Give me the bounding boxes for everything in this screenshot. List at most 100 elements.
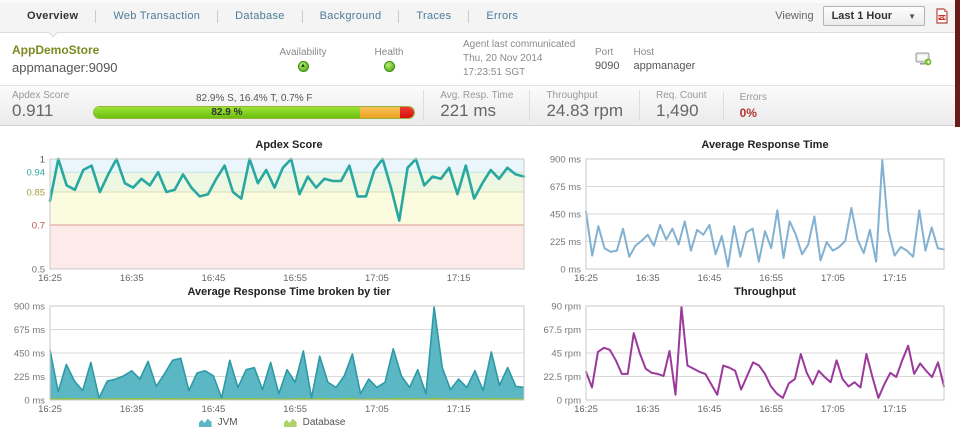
- svg-text:67.5 rpm: 67.5 rpm: [544, 325, 582, 336]
- port-label: Port: [595, 46, 614, 58]
- svg-text:16:55: 16:55: [283, 273, 307, 283]
- app-identity: AppDemoStore appmanager:9090: [12, 43, 267, 75]
- legend-item-jvm[interactable]: JVM: [198, 417, 238, 428]
- health-label: Health: [374, 46, 404, 58]
- pdf-export-icon[interactable]: PDF: [934, 8, 950, 24]
- throughput-label: Throughput: [546, 90, 598, 101]
- response-time-by-tier-chart: Average Response Time broken by tier 900…: [0, 283, 540, 428]
- svg-text:16:45: 16:45: [202, 273, 226, 283]
- svg-text:225 ms: 225 ms: [550, 237, 581, 248]
- health-status-icon: [383, 60, 395, 72]
- agent-date: Thu, 20 Nov 2014: [463, 53, 543, 64]
- throughput-value: 24.83 rpm: [546, 101, 623, 120]
- svg-text:450 ms: 450 ms: [550, 210, 581, 221]
- errors-value: 0%: [739, 105, 757, 120]
- svg-text:17:15: 17:15: [883, 273, 907, 283]
- svg-text:16:35: 16:35: [120, 273, 144, 283]
- apdex-score-chart: Apdex Score 1 0.94 0.85 0.7 0.5 16:25 16:35 16:…: [0, 136, 540, 283]
- time-range-select[interactable]: Last 1 Hour ▼: [822, 6, 925, 26]
- tab-list: Overview Web Transaction Database Backgr…: [10, 0, 535, 38]
- jvm-area-swatch-icon: [198, 418, 212, 427]
- svg-text:16:55: 16:55: [759, 273, 783, 283]
- response-time-by-tier-chart-title: Average Response Time broken by tier: [187, 286, 391, 298]
- apdex-distribution: 82.9% S, 16.4% T, 0.7% F 82.9 %: [93, 92, 416, 119]
- svg-text:17:05: 17:05: [365, 273, 389, 283]
- tab-divider: [468, 9, 470, 23]
- req-count-metric: Req. Count 1,490: [639, 90, 723, 121]
- host-info: Host appmanager: [633, 47, 695, 72]
- svg-text:45 rpm: 45 rpm: [551, 349, 581, 360]
- throughput-chart: Throughput 90 rpm 67.5 rpm 45 rpm 22.5 rpm 0…: [540, 283, 956, 428]
- database-area-swatch-icon: [283, 418, 297, 427]
- apdex-bar-segment-frustrated: [400, 106, 415, 118]
- apdex-bar-satisfied-label: 82.9 %: [211, 106, 243, 118]
- svg-text:1: 1: [40, 155, 45, 166]
- avg-response-time-chart-title: Average Response Time: [701, 139, 829, 151]
- svg-text:0.5: 0.5: [32, 265, 45, 276]
- svg-text:16:55: 16:55: [759, 404, 783, 414]
- legend-jvm-label: JVM: [217, 417, 238, 428]
- svg-text:17:05: 17:05: [821, 273, 845, 283]
- tab-web-transaction-label: Web Transaction: [113, 10, 201, 22]
- req-count-label: Req. Count: [656, 90, 707, 101]
- tab-database[interactable]: Database: [218, 0, 302, 32]
- agent-time: 17:23:51 SGT: [463, 67, 526, 78]
- apdex-bar-segment-tolerating: [359, 106, 401, 118]
- svg-text:0 rpm: 0 rpm: [557, 396, 581, 407]
- svg-text:675 ms: 675 ms: [550, 182, 581, 193]
- legend-item-database[interactable]: Database: [283, 417, 346, 428]
- chevron-down-icon: ▼: [908, 11, 916, 21]
- svg-text:0.85: 0.85: [27, 188, 46, 199]
- tab-traces-label: Traces: [416, 10, 452, 22]
- svg-text:675 ms: 675 ms: [14, 325, 45, 336]
- monitor-icon[interactable]: [915, 52, 932, 66]
- throughput-chart-title: Throughput: [734, 286, 796, 298]
- availability-status: Availability ▲: [267, 47, 339, 72]
- viewing-label: Viewing: [775, 10, 814, 22]
- svg-text:0 ms: 0 ms: [24, 396, 45, 407]
- svg-text:0 ms: 0 ms: [560, 265, 581, 276]
- tab-overview[interactable]: Overview: [10, 0, 95, 38]
- tier-chart-legend: JVM Database: [4, 417, 540, 428]
- svg-text:900 ms: 900 ms: [14, 302, 45, 313]
- health-status: Health: [353, 47, 425, 72]
- tab-errors-label: Errors: [486, 10, 519, 22]
- tab-traces[interactable]: Traces: [399, 0, 468, 32]
- apdex-score-value: 0.911: [12, 101, 54, 120]
- svg-text:16:25: 16:25: [38, 273, 62, 283]
- svg-text:16:25: 16:25: [38, 404, 62, 414]
- svg-text:0.94: 0.94: [27, 168, 46, 179]
- svg-text:17:15: 17:15: [883, 404, 907, 414]
- port-value: 9090: [595, 59, 620, 72]
- availability-label: Availability: [279, 46, 327, 58]
- errors-metric: Errors 0%: [722, 91, 783, 120]
- tab-web-transaction[interactable]: Web Transaction: [96, 0, 217, 32]
- svg-text:225 ms: 225 ms: [14, 372, 45, 383]
- throughput-metric: Throughput 24.83 rpm: [529, 90, 639, 121]
- tab-errors[interactable]: Errors: [469, 0, 535, 32]
- tab-background[interactable]: Background: [303, 0, 399, 32]
- apdex-distribution-caption: 82.9% S, 16.4% T, 0.7% F: [195, 92, 313, 104]
- apdex-distribution-bar: 82.9 %: [93, 105, 416, 119]
- svg-text:16:35: 16:35: [120, 404, 144, 414]
- port-info: Port 9090: [595, 47, 619, 72]
- legend-database-label: Database: [302, 417, 346, 428]
- svg-text:16:35: 16:35: [636, 273, 660, 283]
- availability-status-icon: ▲: [297, 60, 309, 72]
- svg-text:0.7: 0.7: [32, 221, 45, 232]
- tab-divider: [217, 9, 219, 23]
- svg-text:450 ms: 450 ms: [14, 349, 45, 360]
- svg-text:17:05: 17:05: [365, 404, 389, 414]
- app-host-port: appmanager:9090: [12, 60, 118, 75]
- svg-text:16:45: 16:45: [698, 273, 722, 283]
- tab-overview-label: Overview: [27, 10, 79, 22]
- svg-text:17:15: 17:15: [447, 404, 471, 414]
- avg-response-time-chart: Average Response Time 900 ms 675 ms 450 ms…: [540, 136, 956, 283]
- apdex-bar-segment-satisfied: 82.9 %: [94, 106, 360, 118]
- svg-text:PDF: PDF: [938, 15, 947, 20]
- svg-text:17:05: 17:05: [821, 404, 845, 414]
- app-name[interactable]: AppDemoStore: [12, 43, 100, 57]
